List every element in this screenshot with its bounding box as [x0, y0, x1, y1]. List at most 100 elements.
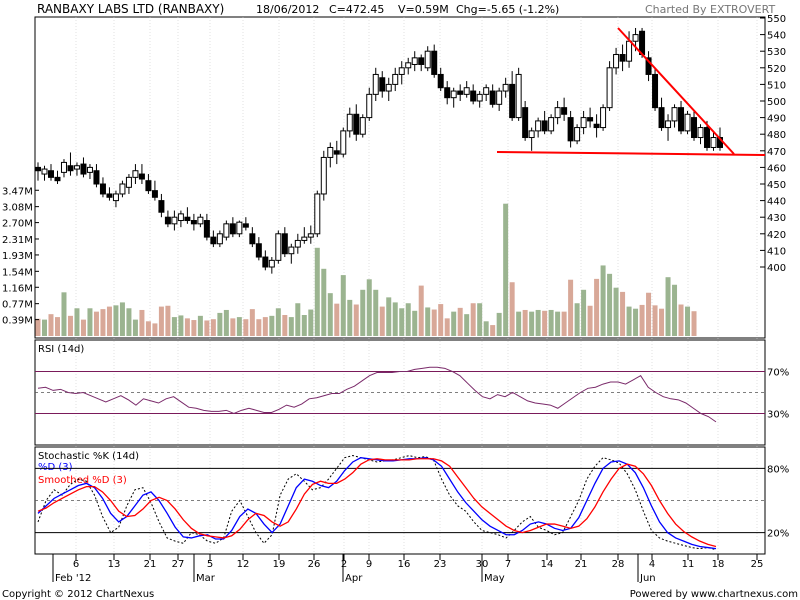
candle-body	[496, 90, 503, 105]
candle-body	[125, 176, 132, 188]
volume-bar	[48, 314, 54, 336]
volume-bar	[113, 305, 119, 336]
volume-bar	[61, 292, 67, 336]
price-tick-label: 440	[767, 197, 786, 208]
candle-body	[262, 256, 269, 268]
candle-body	[138, 173, 145, 180]
candle-body	[216, 233, 223, 245]
stochastic-k-line	[37, 455, 717, 551]
volume-bar	[152, 323, 158, 336]
stochastic-d-line	[37, 457, 717, 550]
volume-bar	[35, 318, 41, 336]
stoch-level-80: 80%	[767, 464, 789, 475]
candle-body	[509, 83, 516, 119]
candle-body	[502, 83, 509, 92]
volume-bar	[145, 321, 151, 336]
volume-bar	[529, 311, 535, 336]
candle-body	[35, 166, 41, 172]
volume-bar	[516, 311, 522, 336]
candle-body	[197, 216, 204, 225]
candle-body	[652, 73, 659, 109]
volume-tick-label: 2.31M	[2, 235, 33, 246]
volume-bar	[451, 311, 457, 336]
candle-body	[67, 165, 74, 172]
x-tick-label: 16	[398, 559, 411, 570]
candle-body	[606, 67, 613, 109]
price-tick-label: 530	[767, 47, 786, 58]
volume-bar	[665, 277, 671, 336]
candle-body	[476, 93, 483, 102]
volume-bar	[412, 310, 418, 336]
footer-powered-by[interactable]: Powered by www.chartnexus.com	[630, 589, 798, 600]
volume-bar	[470, 303, 476, 336]
candle-body	[255, 243, 262, 258]
volume-bar	[509, 282, 515, 336]
candle-body	[288, 246, 295, 255]
rsi-level-70: 70%	[767, 368, 789, 379]
candle-body	[554, 107, 561, 119]
support-trendline	[496, 151, 766, 156]
price-tick-label: 410	[767, 246, 786, 257]
volume-bar	[360, 289, 366, 336]
candle-body	[210, 236, 217, 245]
candle-body	[281, 233, 288, 255]
x-tick-label: 2	[341, 559, 347, 570]
candle-body	[548, 117, 555, 132]
volume-bar	[405, 303, 411, 336]
resistance-trendline	[617, 27, 735, 155]
volume-bar	[685, 306, 691, 336]
volume-bar	[210, 319, 216, 336]
volume-bar	[503, 203, 509, 336]
volume-bar	[87, 308, 93, 336]
candle-body	[314, 193, 321, 235]
candle-body	[242, 223, 249, 228]
candle-body	[411, 57, 418, 65]
candle-body	[333, 150, 340, 155]
candle-body	[184, 216, 191, 222]
volume-bar	[230, 318, 236, 336]
candle-body	[73, 165, 80, 170]
volume-bar	[321, 268, 327, 336]
stochastic-smoothed-line	[37, 458, 717, 548]
x-tick-label: 7	[505, 559, 511, 570]
candle-body	[93, 170, 100, 185]
rsi-panel: 70% 30%	[35, 366, 789, 423]
candle-body	[658, 107, 665, 129]
month-label: Jun	[639, 573, 656, 584]
candle-body	[580, 117, 587, 129]
volume-bar	[555, 311, 561, 336]
volume-tick-label: 1.54M	[2, 267, 33, 278]
volume-bar	[392, 302, 398, 336]
price-tick-label: 470	[767, 147, 786, 158]
header-change: Chg=-5.65 (-1.2%)	[456, 3, 559, 16]
x-tick-label: 19	[273, 559, 286, 570]
volume-tick-label: 3.08M	[2, 203, 33, 214]
volume-axis: 0.39M 0.77M 1.16M 1.54M 1.93M 2.31M 2.70M 3.08M…	[2, 186, 39, 327]
candle-body	[171, 216, 178, 225]
candle-body	[112, 193, 119, 202]
x-tick-label: 18	[712, 559, 725, 570]
price-tick-label: 400	[767, 263, 786, 274]
volume-tick-label: 0.77M	[2, 300, 33, 311]
x-tick-label: 27	[172, 559, 185, 570]
candle-body	[645, 57, 652, 75]
volume-bar	[353, 304, 359, 336]
price-tick-label: 460	[767, 163, 786, 174]
candle-body	[704, 127, 711, 148]
price-tick-label: 510	[767, 80, 786, 91]
volume-bar	[672, 284, 678, 336]
volume-bar	[243, 319, 249, 336]
volume-bar	[600, 265, 606, 336]
volume-bar	[327, 293, 333, 336]
candle-body	[457, 90, 464, 95]
candle-body	[567, 117, 574, 142]
volume-bar	[444, 318, 450, 336]
volume-bar	[464, 314, 470, 336]
price-tick-label: 540	[767, 31, 786, 42]
candle-body	[47, 170, 54, 178]
volume-bar	[80, 319, 86, 336]
x-tick-label: 14	[541, 559, 554, 570]
candle-body	[691, 117, 698, 139]
month-label: Mar	[196, 573, 216, 584]
